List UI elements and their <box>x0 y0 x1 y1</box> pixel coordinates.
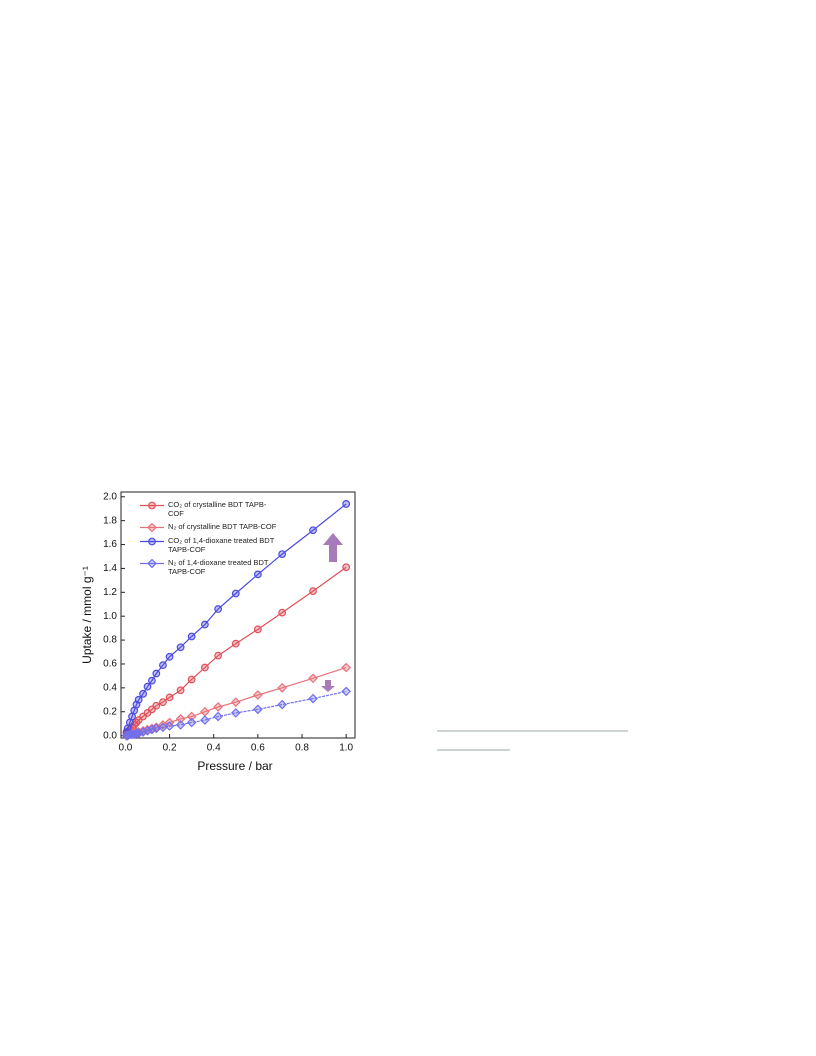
marker <box>186 717 197 728</box>
legend-label: CO₂ of 1,4-dioxane treated BDT TAPB-COF <box>168 536 275 554</box>
y-tick-label: 0.6 <box>103 659 117 670</box>
marker <box>176 686 185 695</box>
up-arrow <box>323 533 343 562</box>
marker <box>175 720 186 730</box>
marker <box>152 701 161 710</box>
x-tick-label: 0.2 <box>163 743 177 754</box>
x-tick-label: 0.8 <box>295 743 309 754</box>
marker <box>308 693 318 704</box>
legend-icon <box>140 523 164 532</box>
y-tick-label: 1.0 <box>103 611 117 622</box>
marker <box>187 675 196 684</box>
legend: CO₂ of crystalline BDT TAPB-COF N₂ of cry… <box>140 500 290 581</box>
legend-entry: N₂ of crystalline BDT TAPB-COF <box>140 522 290 532</box>
marker <box>165 693 174 702</box>
x-tick-label: 0.6 <box>251 743 265 754</box>
marker <box>309 587 317 596</box>
marker <box>342 563 351 572</box>
marker <box>231 639 240 648</box>
marker <box>200 706 210 717</box>
marker <box>200 620 209 629</box>
marker <box>278 608 287 617</box>
y-tick-label: 0.0 <box>103 730 117 741</box>
marker <box>139 689 147 698</box>
down-arrow <box>321 680 335 692</box>
marker <box>230 697 241 708</box>
y-tick-label: 1.4 <box>103 563 117 574</box>
legend-label: N₂ of 1,4-dioxane treated BDT TAPB-COF <box>168 558 269 576</box>
marker <box>148 676 156 685</box>
marker <box>231 589 240 598</box>
plot-frame <box>120 491 356 739</box>
marker <box>165 652 174 661</box>
marker <box>230 708 241 718</box>
marker <box>253 690 263 700</box>
marker <box>176 643 185 652</box>
y-tick-label: 1.2 <box>103 587 117 598</box>
marker <box>200 715 210 725</box>
marker <box>159 698 167 707</box>
marker <box>214 651 223 660</box>
marker <box>308 673 318 684</box>
marker <box>253 625 262 634</box>
marker <box>341 686 352 697</box>
marker <box>134 695 143 704</box>
legend-entry: CO₂ of 1,4-dioxane treated BDT TAPB-COF <box>140 536 290 554</box>
marker <box>277 699 287 710</box>
y-tick-label: 1.8 <box>103 515 117 526</box>
legend-entry: CO₂ of crystalline BDT TAPB-COF <box>140 500 290 518</box>
marker <box>148 537 156 546</box>
marker <box>253 570 262 579</box>
marker <box>152 669 161 678</box>
x-tick-label: 0.0 <box>118 743 132 754</box>
x-tick-label: 0.4 <box>207 743 221 754</box>
y-tick-label: 0.2 <box>103 706 117 717</box>
y-tick-label: 1.6 <box>103 539 117 550</box>
marker <box>309 526 317 535</box>
y-tick-label: 0.4 <box>103 682 117 693</box>
marker <box>147 523 157 532</box>
marker <box>277 682 287 693</box>
marker <box>253 704 263 715</box>
marker <box>158 720 168 730</box>
legend-icon <box>140 559 164 568</box>
x-axis-label: Pressure / bar <box>197 759 272 773</box>
marker <box>187 632 196 641</box>
marker <box>213 702 223 712</box>
legend-entry: N₂ of 1,4-dioxane treated BDT TAPB-COF <box>140 558 290 576</box>
marker <box>278 550 287 558</box>
y-tick-label: 0.8 <box>103 635 117 646</box>
marker <box>142 725 153 736</box>
marker <box>147 559 157 568</box>
y-tick-label: 2.0 <box>103 491 117 502</box>
legend-icon <box>140 501 164 510</box>
marker <box>147 724 157 735</box>
marker <box>186 711 197 722</box>
legend-icon <box>140 537 164 546</box>
marker <box>164 721 175 731</box>
marker <box>213 711 223 722</box>
marker <box>342 500 351 508</box>
marker <box>175 714 186 724</box>
marker <box>341 662 352 673</box>
marker <box>148 501 156 510</box>
marker <box>200 663 209 672</box>
legend-label: CO₂ of crystalline BDT TAPB-COF <box>168 500 267 518</box>
x-tick-label: 1.0 <box>339 743 353 754</box>
legend-label: N₂ of crystalline BDT TAPB-COF <box>168 522 277 531</box>
marker <box>143 682 152 691</box>
y-axis-label: Uptake / mmol g⁻¹ <box>80 566 94 664</box>
marker <box>159 661 167 670</box>
marker <box>214 605 223 613</box>
